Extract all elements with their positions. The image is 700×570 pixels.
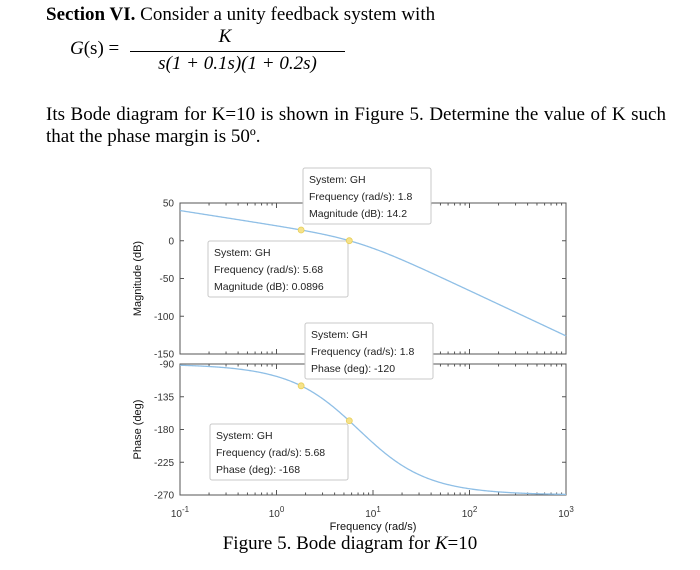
xtick-label: 102 [462,505,478,520]
magnitude-datatip-marker [345,237,353,245]
xtick-label: 100 [269,505,285,520]
magnitude-datatip-value: Magnitude (dB): 0.0896 [214,281,324,293]
xtick-exponent: 2 [473,505,478,514]
phase-ytick-label: -270 [154,491,174,502]
phase-datatip-marker [297,382,305,390]
section-heading: Section VI. Consider a unity feedback sy… [46,4,435,26]
equation-numerator: K [218,26,232,47]
magnitude-ytick-label: -150 [154,350,174,361]
magnitude-datatip-system: System: GH [309,174,366,186]
magnitude-ytick-label: 0 [168,236,174,247]
magnitude-ytick-label: -100 [154,312,174,323]
magnitude-datatip-system: System: GH [214,247,271,259]
xtick-exponent: 0 [280,505,285,514]
phase-xlabel: Frequency (rad/s) [330,521,417,533]
section-text: Consider a unity feedback system with [135,4,436,25]
phase-ytick-label: -90 [160,360,175,371]
phase-datatip-frequency: Frequency (rad/s): 1.8 [311,346,414,358]
magnitude-series-line [179,209,567,337]
phase-datatip-system: System: GH [216,430,273,442]
magnitude-ylabel: Magnitude (dB) [132,241,144,316]
xtick-base: 10 [462,509,474,520]
problem-paragraph: Its Bode diagram for K=10 is shown in Fi… [46,104,666,147]
equation-argument: (s) = [83,38,120,59]
magnitude-datatip-value: Magnitude (dB): 14.2 [309,208,407,220]
xtick-base: 10 [171,509,183,520]
phase-datatip-box [304,322,434,380]
xtick-label: 10-1 [171,505,190,520]
xtick-exponent: 1 [376,505,381,514]
caption-text: Figure 5. Bode diagram for [222,533,435,554]
xtick-exponent: 3 [569,505,574,514]
figure-caption: Figure 5. Bode diagram for K=10 [0,533,700,555]
phase-ytick-label: -135 [154,392,174,403]
caption-tail: =10 [447,533,478,554]
xtick-base: 10 [558,509,570,520]
phase-ytick-label: -225 [154,458,174,469]
magnitude-datatip-marker [297,226,305,234]
magnitude-datatip-frequency: Frequency (rad/s): 1.8 [309,191,412,203]
phase-datatip-frequency: Frequency (rad/s): 5.68 [216,447,325,459]
xtick-base: 10 [365,509,377,520]
xtick-label: 103 [558,505,574,520]
xtick-label: 101 [365,505,381,520]
phase-datatip-marker [345,417,353,425]
phase-series-line [179,364,567,496]
transfer-function-equation: G(s) = K s(1 + 0.1s)(1 + 0.2s) [70,26,345,76]
equation-symbol: G [70,38,84,59]
magnitude-ytick-label: 50 [163,199,175,210]
phase-datatip-system: System: GH [311,329,368,341]
magnitude-ytick-label: -50 [160,274,175,285]
phase-ylabel: Phase (deg) [132,400,144,460]
phase-datatip-value: Phase (deg): -168 [216,464,300,476]
fraction-bar [130,51,345,52]
magnitude-datatip-box [302,167,432,225]
equation-lhs: G(s) = [70,38,119,60]
section-number: Section VI. [46,4,136,25]
xtick-exponent: -1 [182,505,190,514]
phase-ytick-label: -180 [154,425,174,436]
equation-denominator: s(1 + 0.1s)(1 + 0.2s) [158,53,317,74]
xtick-base: 10 [269,509,281,520]
magnitude-datatip-box [207,240,349,298]
caption-variable: K [434,533,448,554]
phase-datatip-box [209,423,349,481]
phase-datatip-value: Phase (deg): -120 [311,363,395,375]
magnitude-datatip-frequency: Frequency (rad/s): 5.68 [214,264,323,276]
